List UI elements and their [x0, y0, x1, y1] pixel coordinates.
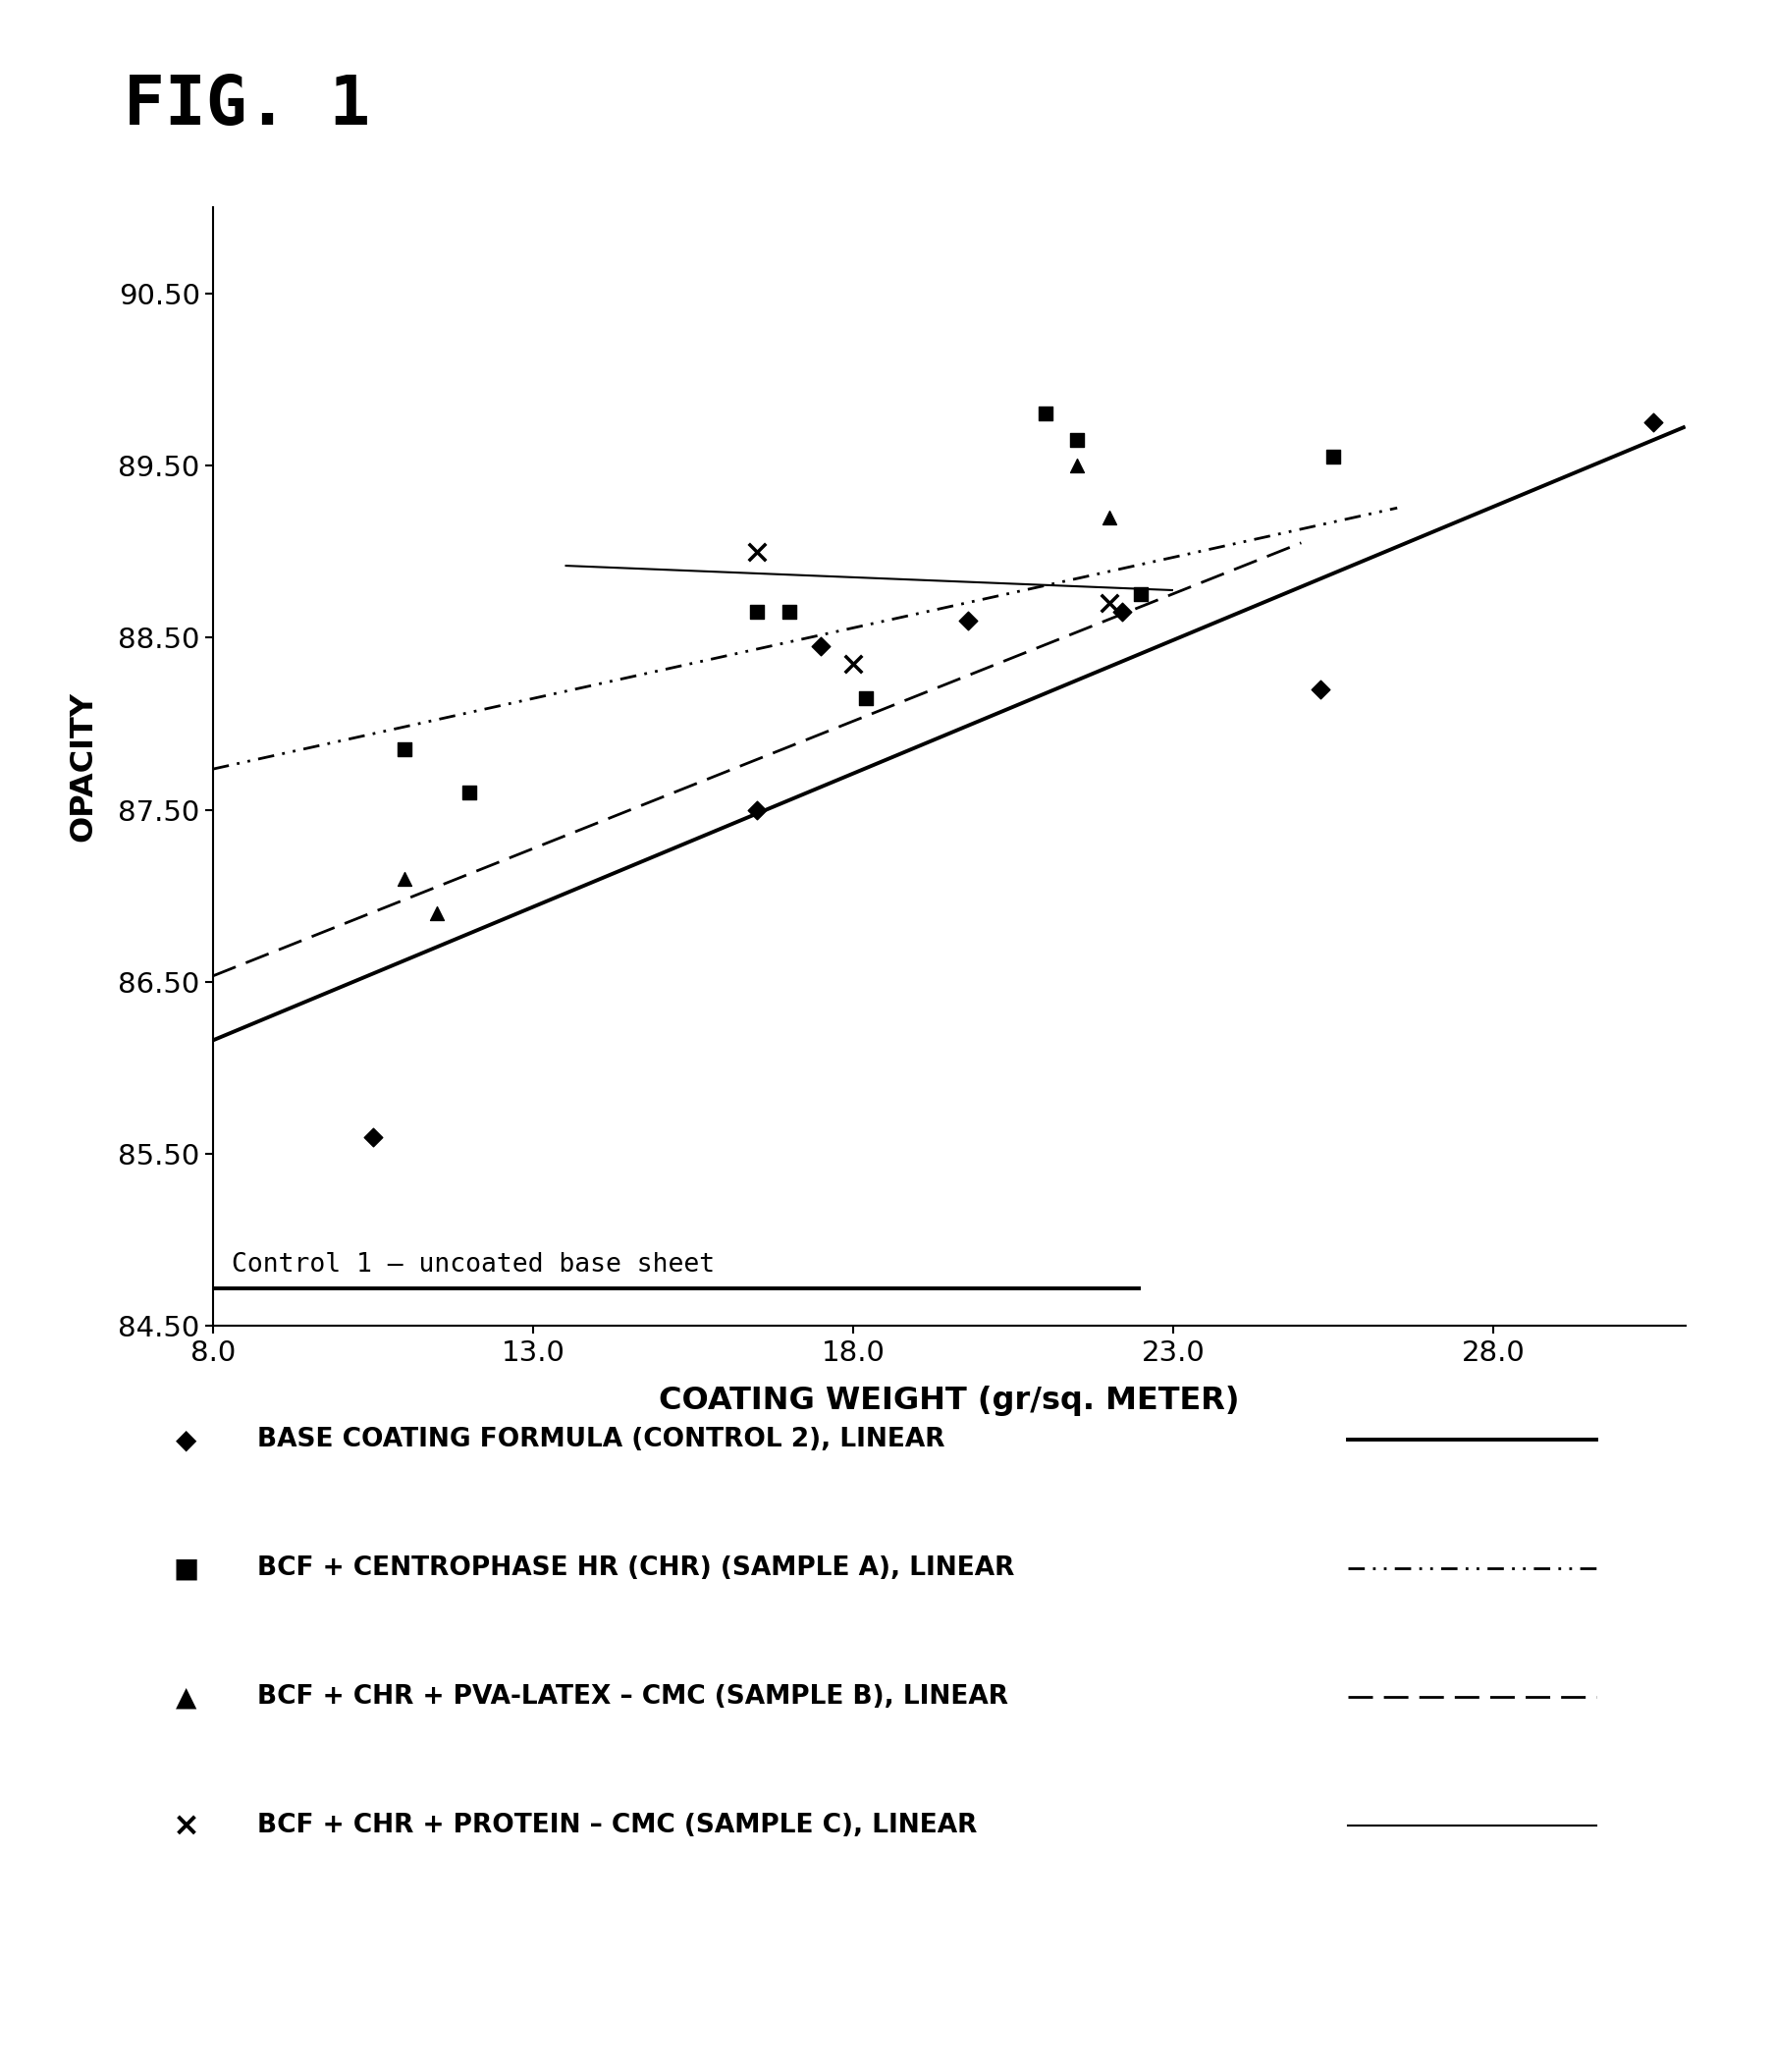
- Point: [1063, 450, 1091, 483]
- Point: [1107, 595, 1135, 628]
- Text: ◆: ◆: [176, 1426, 197, 1455]
- Point: [807, 630, 836, 663]
- Text: ▲: ▲: [176, 1682, 197, 1711]
- Point: [1320, 439, 1348, 472]
- Point: [390, 733, 419, 767]
- Text: BCF + CENTROPHASE HR (CHR) (SAMPLE A), LINEAR: BCF + CENTROPHASE HR (CHR) (SAMPLE A), L…: [257, 1556, 1015, 1581]
- Text: BASE COATING FORMULA (CONTROL 2), LINEAR: BASE COATING FORMULA (CONTROL 2), LINEAR: [257, 1428, 946, 1452]
- Text: ■: ■: [174, 1554, 199, 1583]
- Point: [954, 603, 983, 636]
- Point: [1095, 586, 1123, 620]
- Point: [839, 646, 867, 680]
- Point: [743, 535, 772, 568]
- Text: BCF + CHR + PROTEIN – CMC (SAMPLE C), LINEAR: BCF + CHR + PROTEIN – CMC (SAMPLE C), LI…: [257, 1813, 977, 1838]
- Y-axis label: OPACITY: OPACITY: [69, 692, 99, 841]
- Text: BCF + CHR + PVA-LATEX – CMC (SAMPLE B), LINEAR: BCF + CHR + PVA-LATEX – CMC (SAMPLE B), …: [257, 1685, 1008, 1709]
- Point: [743, 595, 772, 628]
- Point: [852, 682, 880, 715]
- Point: [1126, 578, 1155, 611]
- Point: [454, 775, 483, 808]
- Point: [1063, 423, 1091, 456]
- X-axis label: COATING WEIGHT (gr/sq. METER): COATING WEIGHT (gr/sq. METER): [658, 1386, 1240, 1415]
- Point: [390, 862, 419, 895]
- Point: [775, 595, 804, 628]
- Point: [743, 794, 772, 827]
- Text: Control 1 – uncoated base sheet: Control 1 – uncoated base sheet: [232, 1251, 715, 1278]
- Point: [358, 1121, 387, 1154]
- Point: [422, 897, 451, 930]
- Text: FIG. 1: FIG. 1: [124, 73, 371, 139]
- Point: [1031, 398, 1059, 431]
- Point: [1095, 501, 1123, 535]
- Point: [1306, 673, 1334, 707]
- Point: [1639, 406, 1668, 439]
- Text: ×: ×: [172, 1809, 200, 1842]
